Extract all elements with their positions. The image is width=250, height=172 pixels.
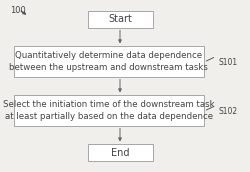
Text: Quantitatively determine data dependence
between the upstream and downstream tas: Quantitatively determine data dependence…: [9, 51, 208, 72]
Text: S101: S101: [219, 58, 238, 67]
FancyBboxPatch shape: [14, 95, 204, 126]
FancyBboxPatch shape: [88, 11, 152, 28]
Text: S102: S102: [219, 107, 238, 116]
Text: Start: Start: [108, 14, 132, 24]
Text: End: End: [111, 148, 129, 158]
FancyBboxPatch shape: [14, 46, 204, 77]
Text: 100: 100: [10, 6, 26, 15]
Text: Select the initiation time of the downstream task
at least partially based on th: Select the initiation time of the downst…: [3, 100, 214, 121]
FancyBboxPatch shape: [88, 144, 152, 161]
